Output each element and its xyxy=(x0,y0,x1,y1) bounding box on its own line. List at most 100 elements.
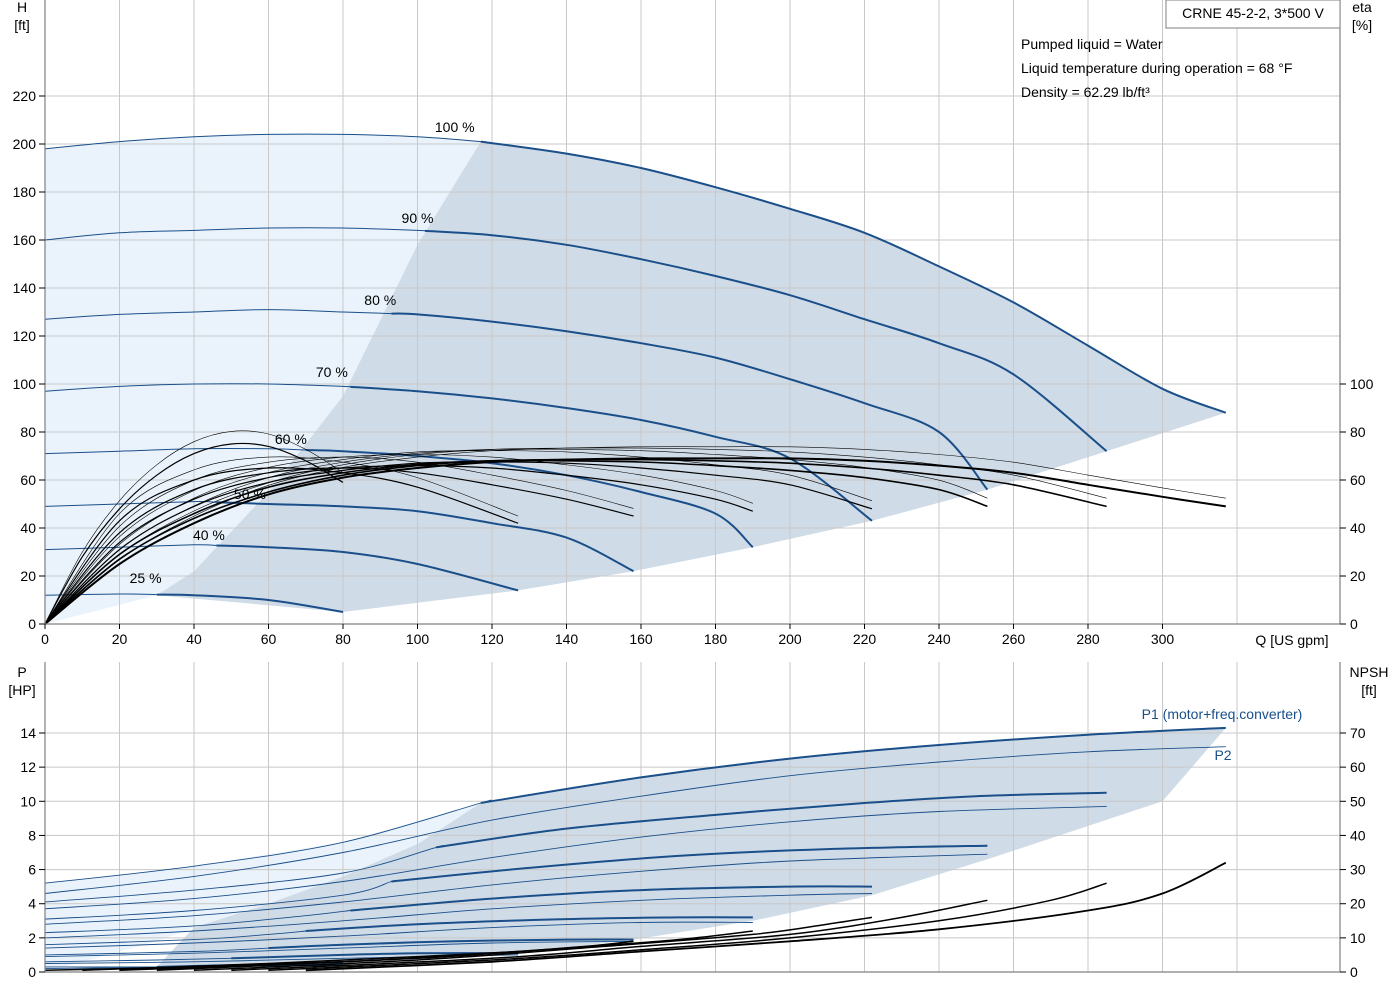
light-region xyxy=(45,134,481,624)
npsh-tick-label: 0 xyxy=(1350,964,1358,980)
title-box xyxy=(1165,0,1341,29)
x-tick-label: 100 xyxy=(406,631,430,647)
info-liquid-temperature: Liquid temperature during operation = 68… xyxy=(1021,60,1292,76)
p-tick-label: 2 xyxy=(28,930,36,946)
npsh-tick-label: 70 xyxy=(1350,725,1366,741)
p1-curve xyxy=(268,938,634,950)
y-tick-label: 180 xyxy=(13,184,37,200)
efficiency-curves xyxy=(44,430,1226,625)
head-curve-thin xyxy=(44,593,157,596)
y-tick-label: 120 xyxy=(13,328,37,344)
x-tick-label: 120 xyxy=(480,631,504,647)
p1-curve xyxy=(350,885,873,912)
y-tick-label: 140 xyxy=(13,280,37,296)
x-tick-label: 80 xyxy=(335,631,351,647)
efficiency-curve xyxy=(44,467,519,625)
speed-label: 90 % xyxy=(402,210,434,226)
speed-label: 100 % xyxy=(435,119,475,135)
efficiency-curve xyxy=(44,464,753,625)
info-density: Density = 62.29 lb/ft³ xyxy=(1021,84,1150,100)
dark-region xyxy=(156,141,1226,612)
npsh-tick-label: 60 xyxy=(1350,759,1366,775)
npsh-tick-label: 10 xyxy=(1350,930,1366,946)
efficiency-curve xyxy=(44,467,634,625)
speed-label: 50 % xyxy=(234,486,266,502)
y-tick-label: 220 xyxy=(13,88,37,104)
p2-curve xyxy=(44,853,988,925)
head-curve-thin xyxy=(44,544,217,551)
head-curve xyxy=(424,229,1108,452)
efficiency-curve xyxy=(44,459,988,625)
power-regions xyxy=(45,727,1226,972)
npsh-curve xyxy=(193,916,873,972)
p-axis-label: P xyxy=(17,664,26,680)
head-curve-thin xyxy=(44,501,217,507)
x-tick-label: 180 xyxy=(704,631,728,647)
y-tick-label: 160 xyxy=(13,232,37,248)
npsh-curves xyxy=(44,861,1227,972)
head-curve-thin xyxy=(44,309,392,320)
efficiency-curve-thin xyxy=(44,456,519,625)
power-frame xyxy=(44,662,1341,973)
p-tick-label: 14 xyxy=(20,725,36,741)
npsh-tick-label: 40 xyxy=(1350,827,1366,843)
head-curve-thin xyxy=(44,448,306,455)
head-curve-thin xyxy=(44,227,427,241)
x-tick-label: 0 xyxy=(41,631,49,647)
p1-series-label: P1 (motor+freq.converter) xyxy=(1142,706,1303,722)
speed-label: 25 % xyxy=(130,570,162,586)
y2-axis-unit: [%] xyxy=(1352,17,1372,33)
y-tick-label: 100 xyxy=(13,376,37,392)
p-tick-label: 10 xyxy=(20,793,36,809)
x-tick-label: 20 xyxy=(112,631,128,647)
y-tick-label: 60 xyxy=(20,472,36,488)
npsh-curve xyxy=(44,961,344,972)
npsh-curve xyxy=(268,882,1107,972)
efficiency-curve-thin xyxy=(44,447,1107,625)
head-frame xyxy=(44,0,1341,625)
p2-series-label: P2 xyxy=(1214,747,1231,763)
x-tick-label: 60 xyxy=(261,631,277,647)
p2-curve xyxy=(44,746,1226,894)
speed-label: 70 % xyxy=(316,364,348,380)
p1-curve xyxy=(480,726,1226,804)
head-curves xyxy=(44,133,1227,613)
npsh-curve xyxy=(305,861,1227,972)
x-tick-label: 280 xyxy=(1076,631,1100,647)
x-axis-label: Q [US gpm] xyxy=(1255,632,1328,648)
p2-curve xyxy=(44,921,753,949)
head-curve xyxy=(216,501,634,573)
y-axis-unit: [ft] xyxy=(14,17,30,33)
p-tick-label: 12 xyxy=(20,759,36,775)
efficiency-curve xyxy=(44,442,344,625)
npsh-curve xyxy=(231,899,988,972)
y-tick-label: 40 xyxy=(20,520,36,536)
efficiency-curve xyxy=(44,458,1107,625)
head-curve-thin xyxy=(44,383,352,392)
y-tick-label: 0 xyxy=(28,616,36,632)
p1-curve xyxy=(435,791,1107,849)
efficiency-curve-thin xyxy=(44,430,344,625)
p1-curve xyxy=(391,844,988,883)
head-curve-thin xyxy=(44,133,486,150)
y2-tick-label: 60 xyxy=(1350,472,1366,488)
p2-curve xyxy=(44,940,634,958)
speed-labels: 100 % 90 % 80 % 70 % 60 % 50 % 40 % 25 % xyxy=(130,119,475,586)
x-tick-label: 220 xyxy=(853,631,877,647)
efficiency-curve-thin xyxy=(44,456,634,625)
x-tick-label: 160 xyxy=(629,631,653,647)
p-axis-unit: [HP] xyxy=(8,682,35,698)
y2-tick-label: 20 xyxy=(1350,568,1366,584)
speed-label: 80 % xyxy=(364,292,396,308)
efficiency-curve-thin xyxy=(44,454,753,625)
power-dark-region xyxy=(156,727,1226,967)
efficiency-curve xyxy=(44,461,873,625)
npsh-tick-label: 30 xyxy=(1350,862,1366,878)
x-tick-label: 140 xyxy=(555,631,579,647)
head-tick-labels: 0204060801001201401601802002200204060801… xyxy=(13,88,1374,647)
y2-tick-label: 100 xyxy=(1350,376,1374,392)
head-curve xyxy=(391,312,989,491)
power-tick-labels: 0 2 4 6 8 10 12 14 0 10 20 30 40 50 60 70 xyxy=(20,725,1365,980)
y2-tick-label: 40 xyxy=(1350,520,1366,536)
efficiency-curve xyxy=(44,457,1226,625)
